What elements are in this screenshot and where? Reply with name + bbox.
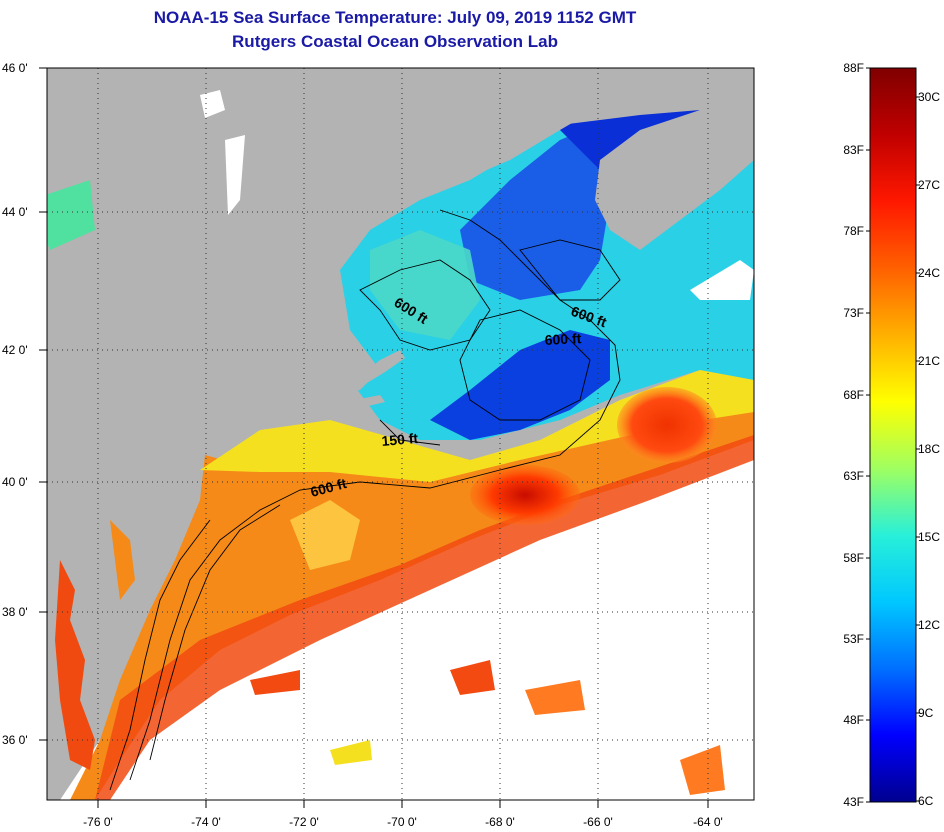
warm-core-ring-east [617, 387, 717, 463]
celsius-label: 15C [918, 530, 940, 544]
graticule [47, 68, 754, 800]
contour-label: 150 ft [381, 430, 419, 449]
nova-scotia [595, 100, 754, 250]
celsius-label: 12C [918, 618, 940, 632]
celsius-label: 24C [918, 266, 940, 280]
lat-label: 44 0' [2, 205, 28, 219]
lon-label: -70 0' [387, 815, 417, 829]
lon-label: -76 0' [83, 815, 113, 829]
title-line-1: NOAA-15 Sea Surface Temperature: July 09… [153, 8, 637, 27]
lon-label: -66 0' [583, 815, 613, 829]
georges-bank-cold [430, 330, 610, 440]
gulf-stream-edge [95, 435, 754, 800]
lon-label: -74 0' [191, 815, 221, 829]
map-frame [46, 67, 755, 801]
lon-label: -64 0' [693, 815, 723, 829]
title-line-2: Rutgers Coastal Ocean Observation Lab [232, 32, 558, 51]
fahrenheit-label: 68F [843, 388, 864, 402]
lake-patch [47, 180, 95, 250]
isobath-contours [109, 209, 621, 791]
celsius-label: 6C [918, 794, 934, 808]
delaware-bay [110, 520, 135, 600]
celsius-label: 9C [918, 706, 934, 720]
fahrenheit-label: 43F [843, 795, 864, 809]
fahrenheit-label: 83F [843, 143, 864, 157]
fahrenheit-label: 48F [843, 713, 864, 727]
cloud-patch [690, 260, 754, 300]
fahrenheit-label: 88F [843, 61, 864, 75]
fahrenheit-label: 63F [843, 469, 864, 483]
lon-label: -72 0' [289, 815, 319, 829]
celsius-label: 27C [918, 178, 940, 192]
celsius-label: 18C [918, 442, 940, 456]
us-mainland [47, 68, 754, 800]
mixed-water [200, 360, 754, 482]
axis-ticks [39, 67, 709, 808]
fahrenheit-label: 58F [843, 551, 864, 565]
color-scale-bar [869, 67, 917, 803]
map-title: NOAA-15 Sea Surface Temperature: July 09… [0, 6, 790, 54]
long-island [205, 395, 385, 448]
celsius-label: 30C [918, 90, 940, 104]
color-scale-ticks [866, 67, 870, 803]
lat-label: 46 0' [2, 61, 28, 75]
warm-slope-water [70, 410, 754, 800]
celsius-label: 21C [918, 354, 940, 368]
lat-label: 38 0' [2, 605, 28, 619]
lat-label: 36 0' [2, 733, 28, 747]
contour-label: 600 ft [544, 330, 582, 348]
fahrenheit-label: 78F [843, 224, 864, 238]
lat-label: 40 0' [2, 475, 28, 489]
fahrenheit-label: 73F [843, 306, 864, 320]
chesapeake-bay [55, 560, 95, 770]
warm-core-ring-west [470, 465, 580, 525]
lat-label: 42 0' [2, 343, 28, 357]
fahrenheit-label: 53F [843, 632, 864, 646]
lon-label: -68 0' [485, 815, 515, 829]
